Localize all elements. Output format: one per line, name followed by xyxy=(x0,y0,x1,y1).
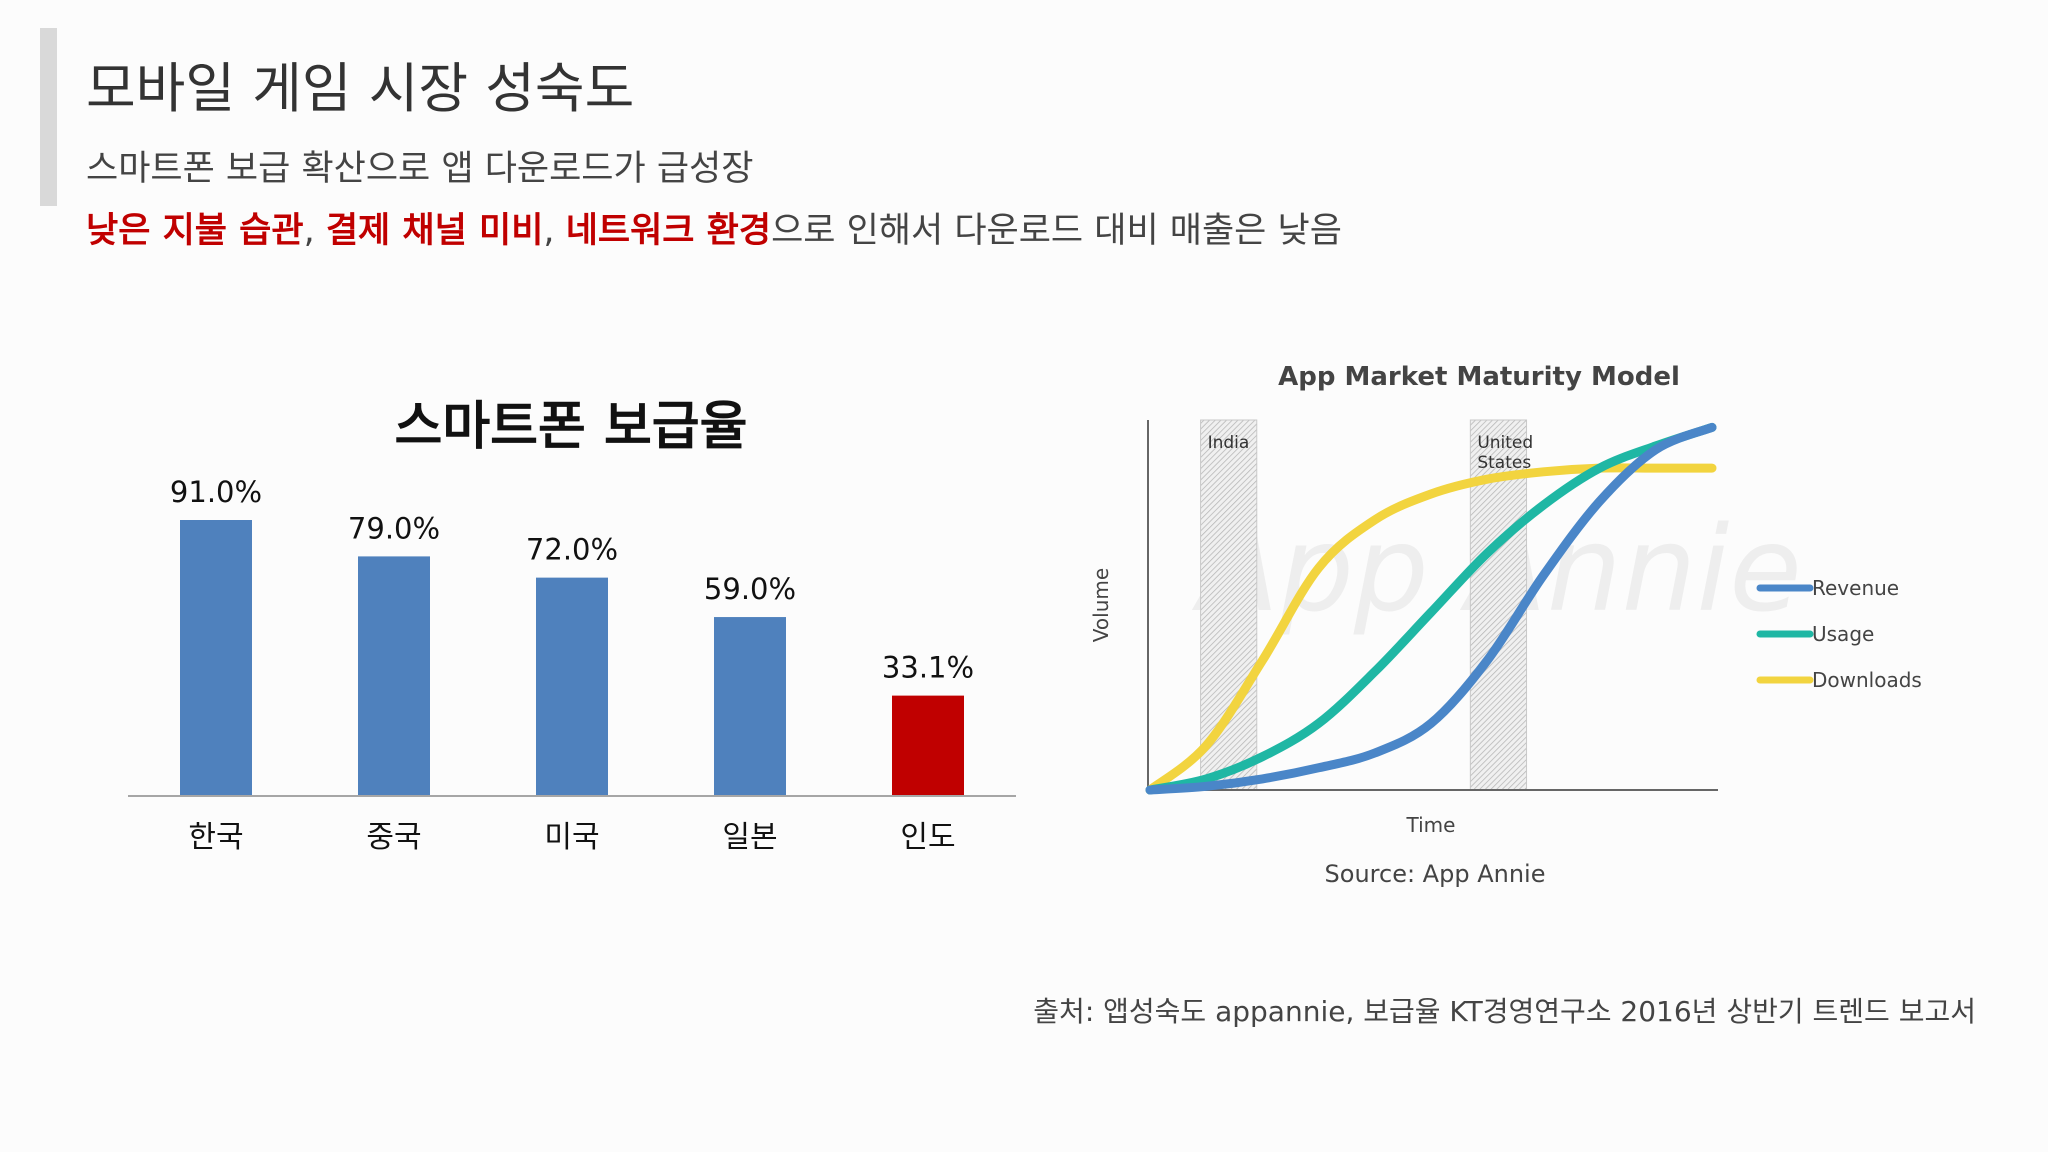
subtitle-growth: 스마트폰 보급 확산으로 앱 다운로드가 급성장 xyxy=(86,149,754,189)
x-axis-label: Time xyxy=(1406,813,1456,837)
chart-source-note: Source: App Annie xyxy=(1325,860,1546,888)
phase-label: India xyxy=(1208,433,1250,453)
source-citation: 출처: 앱성숙도 appannie, 보급율 KT경영연구소 2016년 상반기… xyxy=(1033,995,1976,1028)
line-chart-title: App Market Maturity Model xyxy=(1278,362,1680,392)
bar-3 xyxy=(714,617,786,796)
legend-label: Downloads xyxy=(1812,668,1922,692)
bar-value-label: 91.0% xyxy=(170,475,262,509)
issue-network: 네트워크 환경 xyxy=(565,211,772,251)
series-line-usage xyxy=(1145,422,1717,795)
separator: , xyxy=(543,211,566,251)
bar-value-label: 59.0% xyxy=(704,572,796,606)
y-axis-label: Volume xyxy=(1089,568,1113,642)
legend-label: Revenue xyxy=(1812,576,1899,600)
separator: , xyxy=(303,211,326,251)
bar-chart-title: 스마트폰 보급율 xyxy=(394,397,748,457)
page-title: 모바일 게임 시장 성숙도 xyxy=(86,57,635,120)
phase-label: States xyxy=(1477,453,1531,473)
subtitle-rest: 으로 인해서 다운로드 대비 매출은 낮음 xyxy=(771,211,1342,251)
phase-label: United xyxy=(1477,433,1533,453)
bar-category-label: 일본 xyxy=(722,820,777,855)
legend-label: Usage xyxy=(1812,622,1874,646)
bar-value-label: 33.1% xyxy=(882,651,974,685)
issue-payment-habit: 낮은 지불 습관 xyxy=(86,211,304,251)
subtitle-revenue-issues: 낮은 지불 습관, 결제 채널 미비, 네트워크 환경으로 인해서 다운로드 대… xyxy=(86,202,1342,253)
series-line-revenue xyxy=(1145,422,1717,795)
title-accent-bar xyxy=(40,28,57,206)
phase-band-india xyxy=(1200,419,1258,791)
bar-category-label: 한국 xyxy=(188,820,243,855)
bar-value-label: 72.0% xyxy=(526,533,618,567)
bar-category-label: 인도 xyxy=(900,820,955,855)
bar-category-label: 중국 xyxy=(366,820,421,855)
bar-1 xyxy=(358,556,430,796)
bar-2 xyxy=(536,577,608,796)
bar-value-label: 79.0% xyxy=(348,511,440,545)
bar-category-label: 미국 xyxy=(544,820,599,855)
bar-4 xyxy=(892,695,964,796)
bar-0 xyxy=(180,520,252,796)
issue-payment-channel: 결제 채널 미비 xyxy=(325,211,544,251)
